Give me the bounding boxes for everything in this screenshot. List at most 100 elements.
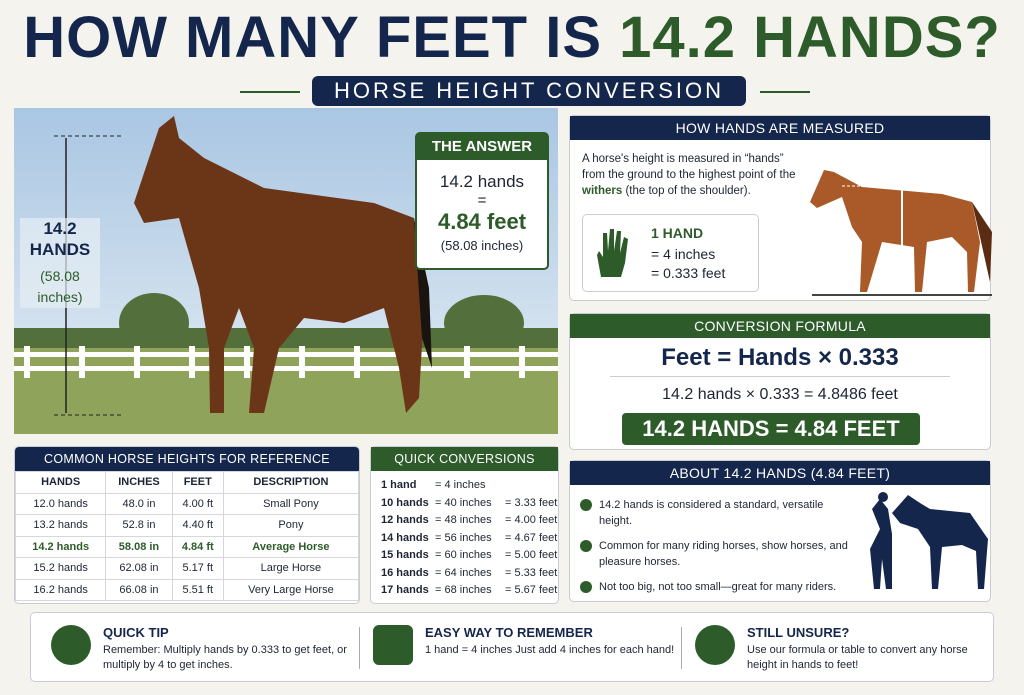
footer-icon xyxy=(51,625,91,665)
quick-row: 17 hands = 68 inches = 5.67 feet xyxy=(381,582,557,600)
footer-title: QUICK TIP xyxy=(103,625,169,640)
heights-panel: COMMON HORSE HEIGHTS FOR REFERENCE HANDS… xyxy=(14,446,360,604)
quick-row: 10 hands = 40 inches = 3.33 feet xyxy=(381,495,557,513)
label-note: (58.08 inches) xyxy=(37,268,83,305)
card-line: = 4 inches xyxy=(651,246,716,262)
cell: 5.17 ft xyxy=(171,557,224,580)
quick-cell: = 56 inches xyxy=(435,531,492,544)
horse-diagram xyxy=(810,170,992,296)
cell: 48.0 in xyxy=(105,492,173,515)
column-header: HANDS xyxy=(15,471,107,494)
footer-text: Remember: Multiply hands by 0.333 to get… xyxy=(103,644,347,671)
cell: Pony xyxy=(222,514,359,537)
table-row: 12.0 hands 48.0 in 4.00 ft Small Pony xyxy=(15,492,359,515)
quick-cell: 14 hands xyxy=(381,531,429,544)
cell: 13.2 hands xyxy=(15,514,107,537)
footer-icon xyxy=(695,625,735,665)
cell: 15.2 hands xyxy=(15,557,107,580)
rule xyxy=(240,91,300,93)
answer-box: THE ANSWER 14.2 hands = 4.84 feet (58.08… xyxy=(415,132,549,270)
quick-cell: = 60 inches xyxy=(435,549,492,561)
quick-row: 1 hand = 4 inches xyxy=(381,477,557,495)
answer-title: THE ANSWER xyxy=(417,134,547,160)
table-row: 16.2 hands 66.08 in 5.51 ft Very Large Hors… xyxy=(15,578,359,601)
column-header: DESCRIPTION xyxy=(222,471,359,494)
quick-cell: 15 hands xyxy=(381,549,429,561)
panel-title: COMMON HORSE HEIGHTS FOR REFERENCE xyxy=(15,447,359,471)
cell: 14.2 hands xyxy=(15,535,107,558)
footer-item: QUICK TIP Remember: Multiply hands by 0.3… xyxy=(45,613,355,683)
label-line: HANDS xyxy=(29,240,91,259)
cell: 52.8 in xyxy=(105,514,173,537)
footer-title: EASY WAY TO REMEMBER xyxy=(425,625,593,640)
quick-cell: = 4.00 feet xyxy=(505,514,558,526)
label-line: 14.2 xyxy=(43,219,77,238)
measure-panel: HOW HANDS ARE MEASURED A horse's height … xyxy=(569,115,992,301)
cell: 4.84 ft xyxy=(171,535,224,558)
quick-cell: = 48 inches xyxy=(435,514,492,526)
answer-line: 4.84 feet xyxy=(437,209,527,234)
panel-title: CONVERSION FORMULA xyxy=(570,314,990,338)
quick-cell: = 68 inches xyxy=(435,584,492,596)
footer-title: STILL UNSURE? xyxy=(747,625,850,640)
quick-row: 14 hands = 56 inches = 4.67 feet xyxy=(381,530,557,548)
check-icon xyxy=(580,581,592,593)
table-row: 15.2 hands 62.08 in 5.17 ft Large Horse xyxy=(15,557,359,580)
cell: 66.08 in xyxy=(105,578,173,601)
answer-note: (58.08 inches) xyxy=(440,238,524,253)
panel-title: QUICK CONVERSIONS xyxy=(371,447,558,471)
cell: 62.08 in xyxy=(105,557,173,580)
footer-icon xyxy=(373,625,413,665)
quick-cell: = 40 inches xyxy=(435,496,492,509)
cell: Very Large Horse xyxy=(222,578,359,601)
quick-list: 1 hand = 4 inches 10 hands = 40 inches = 3.3… xyxy=(381,477,557,600)
quick-cell: = 5.00 feet xyxy=(505,549,558,561)
quick-cell: = 5.67 feet xyxy=(505,584,558,596)
cell: 58.08 in xyxy=(105,535,173,558)
bullet-text: Common for many riding horses, show hors… xyxy=(599,540,848,568)
rule xyxy=(760,91,810,93)
photo-label: 14.2 HANDS (58.08 inches) xyxy=(20,218,100,308)
check-icon xyxy=(580,499,592,511)
hand-card: 1 HAND = 4 inches = 0.333 feet xyxy=(582,214,759,292)
silhouette xyxy=(870,492,988,589)
formula-example: 14.2 hands × 0.333 = 4.8486 feet xyxy=(662,386,898,403)
cell: 12.0 hands xyxy=(15,492,107,515)
quick-cell: 1 hand xyxy=(381,479,417,491)
card-line: = 0.333 feet xyxy=(651,265,726,281)
text: (the top of the shoulder). xyxy=(625,185,751,197)
formula-panel: CONVERSION FORMULA Feet = Hands × 0.333 … xyxy=(569,313,991,450)
quick-row: 16 hands = 64 inches = 5.33 feet xyxy=(381,565,557,583)
footer-item: STILL UNSURE? Use our formula or table to… xyxy=(681,613,999,683)
formula-result: 14.2 HANDS = 4.84 FEET xyxy=(622,413,920,445)
answer-line: = xyxy=(477,192,487,209)
quick-cell: 17 hands xyxy=(381,584,429,596)
cell: 5.51 ft xyxy=(171,578,224,601)
panel-title: ABOUT 14.2 HANDS (4.84 FEET) xyxy=(570,461,990,485)
title: HOW MANY FEET IS 14.2 HANDS? xyxy=(0,4,1024,71)
about-list: 14.2 hands is considered a standard, ver… xyxy=(580,497,850,604)
cell: Average Horse xyxy=(222,535,359,558)
footer: QUICK TIP Remember: Multiply hands by 0.3… xyxy=(30,612,994,682)
bullet: Not too big, not too small—great for man… xyxy=(580,579,850,595)
table-row: 14.2 hands 58.08 in 4.84 ft Average Horse xyxy=(15,535,359,558)
title-part: 14.2 HANDS? xyxy=(619,5,1001,70)
cell: 4.40 ft xyxy=(171,514,224,537)
text: A horse's height is measured in “hands” … xyxy=(582,153,796,181)
footer-text: Use our formula or table to convert any … xyxy=(747,644,968,671)
divider xyxy=(359,627,360,669)
title-part: HOW MANY FEET IS xyxy=(23,5,603,70)
quick-cell: = 4 inches xyxy=(435,479,486,491)
bullet-text: Not too big, not too small—great for man… xyxy=(599,581,837,593)
answer-line: 14.2 hands xyxy=(439,172,525,191)
rule xyxy=(610,376,950,377)
cell: Small Pony xyxy=(222,492,359,515)
column-header: FEET xyxy=(171,471,224,494)
quick-cell: = 64 inches xyxy=(435,566,492,579)
formula: Feet = Hands × 0.333 xyxy=(661,344,899,371)
quick-cell: = 4.67 feet xyxy=(505,531,558,544)
header-row: HANDS INCHES FEET DESCRIPTION xyxy=(15,471,359,494)
footer-item: EASY WAY TO REMEMBER 1 hand = 4 inches Ju… xyxy=(359,613,677,683)
bullet-text: 14.2 hands is considered a standard, ver… xyxy=(599,499,824,527)
